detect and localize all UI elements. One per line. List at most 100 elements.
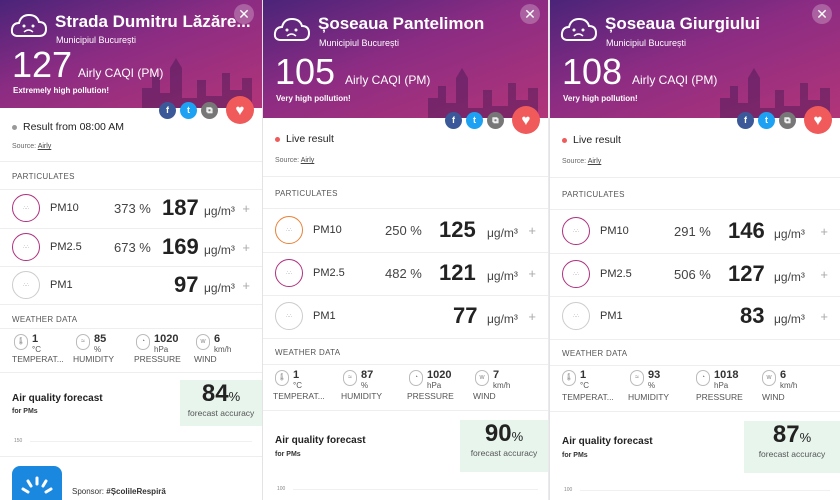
air-quality-card-2: Șoseaua Pantelimon Municipiul București … bbox=[262, 0, 548, 500]
divider bbox=[0, 161, 262, 162]
location-title: Șoseaua Pantelimon bbox=[318, 14, 485, 33]
text-value: 373 % bbox=[114, 200, 151, 216]
status-dot bbox=[12, 124, 17, 130]
wind-item: w 7 km/h bbox=[475, 370, 510, 390]
source-line: Source: Airly bbox=[275, 157, 314, 164]
text-value: μg/m³ bbox=[774, 312, 805, 326]
divider bbox=[0, 228, 262, 229]
divider bbox=[263, 208, 548, 209]
text-value: °C bbox=[293, 381, 302, 390]
expand-plus-icon[interactable]: + bbox=[528, 222, 536, 238]
source-link[interactable]: Airly bbox=[587, 158, 602, 165]
text-value: HUMIDITY bbox=[341, 391, 383, 401]
heart-icon[interactable]: ♥ bbox=[226, 96, 254, 124]
source-link[interactable]: Airly bbox=[37, 143, 52, 150]
text-value: 1020 bbox=[154, 333, 179, 345]
text-value: hPa bbox=[154, 345, 169, 354]
text-value: 6 bbox=[780, 369, 787, 381]
text-value: % bbox=[94, 345, 102, 354]
facebook-icon[interactable]: f bbox=[445, 111, 462, 129]
air-quality-card-3: Șoseaua Giurgiului Municipiul București … bbox=[549, 0, 840, 500]
text-value: % bbox=[511, 429, 524, 444]
pm25-icon: ∴∴ bbox=[12, 233, 40, 261]
source-line: Source: Airly bbox=[12, 143, 51, 150]
text-value: forecast accuracy bbox=[470, 448, 538, 458]
close-icon[interactable]: ✕ bbox=[234, 4, 254, 24]
text-value: HUMIDITY bbox=[628, 392, 670, 402]
divider bbox=[0, 304, 262, 305]
heart-icon[interactable]: ♥ bbox=[804, 106, 832, 134]
text-value: μg/m³ bbox=[204, 204, 235, 218]
facebook-icon[interactable]: f bbox=[737, 111, 754, 129]
divider bbox=[550, 411, 840, 412]
divider bbox=[550, 209, 840, 210]
sponsor-logo[interactable] bbox=[12, 466, 62, 500]
pressure-gauge-icon: ◔ bbox=[136, 334, 150, 350]
text-value: Source: bbox=[562, 158, 587, 165]
forecast-accuracy-box: 87% forecast accuracy bbox=[744, 421, 840, 473]
expand-plus-icon[interactable]: + bbox=[820, 266, 828, 282]
close-icon[interactable]: ✕ bbox=[812, 4, 832, 24]
live-dot bbox=[275, 136, 280, 142]
text-value: Result from 08:00 AM bbox=[23, 121, 124, 133]
divider bbox=[550, 339, 840, 340]
text-value: Live result bbox=[286, 133, 334, 145]
location-title: Șoseaua Giurgiului bbox=[605, 14, 760, 33]
forecast-accuracy-box: 90% forecast accuracy bbox=[460, 420, 548, 472]
text-value: 250 % bbox=[385, 222, 422, 238]
text-value: 127 bbox=[728, 261, 765, 286]
expand-plus-icon[interactable]: + bbox=[242, 277, 250, 293]
pm10-row: ∴∴ PM10 250 % 125 μg/m³ + bbox=[263, 211, 548, 249]
pm10-icon: ∴∴ bbox=[562, 217, 590, 245]
air-quality-card-1: Strada Dumitru Lăzăre... Municipiul Bucu… bbox=[0, 0, 262, 500]
city-skyline-graphic bbox=[142, 58, 252, 108]
divider bbox=[263, 364, 548, 365]
expand-plus-icon[interactable]: + bbox=[242, 200, 250, 216]
close-icon[interactable]: ✕ bbox=[520, 4, 540, 24]
forecast-title: Air quality forecast bbox=[562, 436, 653, 447]
text-value: hPa bbox=[427, 381, 442, 390]
forecast-subtitle: for PMs bbox=[12, 408, 38, 415]
particulates-title: PARTICULATES bbox=[562, 190, 625, 199]
card-header: Șoseaua Pantelimon Municipiul București … bbox=[263, 0, 548, 118]
text-value: 77 bbox=[453, 303, 478, 328]
text-value: Source: bbox=[275, 157, 300, 164]
pm10-icon: ∴∴ bbox=[12, 194, 40, 222]
forecast-subtitle: for PMs bbox=[275, 451, 301, 458]
twitter-icon[interactable]: t bbox=[758, 111, 775, 129]
text-value: TEMPERAT... bbox=[12, 354, 64, 364]
text-value: % bbox=[648, 381, 656, 390]
thermometer-icon: 🌡 bbox=[562, 370, 576, 386]
location-subtitle: Municipiul București bbox=[56, 35, 137, 45]
divider bbox=[550, 296, 840, 297]
forecast-accuracy-box: 84% forecast accuracy bbox=[180, 380, 262, 426]
heart-icon[interactable]: ♥ bbox=[512, 106, 540, 134]
pm25-row: ∴∴ PM2.5 673 % 169 μg/m³ + bbox=[0, 228, 262, 266]
text-value: 90 bbox=[484, 420, 512, 447]
text-value: °C bbox=[32, 345, 41, 354]
chart-axis-tick: 100 bbox=[564, 487, 573, 493]
expand-plus-icon[interactable]: + bbox=[820, 223, 828, 239]
copy-icon[interactable]: ⧉ bbox=[487, 111, 504, 129]
copy-icon[interactable]: ⧉ bbox=[779, 111, 796, 129]
copy-icon[interactable]: ⧉ bbox=[201, 101, 218, 119]
expand-plus-icon[interactable]: + bbox=[820, 308, 828, 324]
share-row: f t ⧉ ♥ bbox=[159, 96, 254, 124]
twitter-icon[interactable]: t bbox=[180, 101, 197, 119]
wind-item: w 6 km/h bbox=[762, 370, 797, 390]
result-status: Live result bbox=[562, 134, 621, 146]
expand-plus-icon[interactable]: + bbox=[528, 265, 536, 281]
weather-title: WEATHER DATA bbox=[275, 348, 341, 357]
twitter-icon[interactable]: t bbox=[466, 111, 483, 129]
divider bbox=[0, 456, 262, 457]
forecast-title: Air quality forecast bbox=[12, 393, 103, 404]
expand-plus-icon[interactable]: + bbox=[242, 239, 250, 255]
source-link[interactable]: Airly bbox=[300, 157, 315, 164]
text-value: WIND bbox=[473, 391, 496, 401]
facebook-icon[interactable]: f bbox=[159, 101, 176, 119]
wind-icon: w bbox=[762, 370, 776, 386]
sad-cloud-icon bbox=[560, 17, 598, 41]
expand-plus-icon[interactable]: + bbox=[528, 308, 536, 324]
humidity-item: ≈ 85% bbox=[76, 334, 106, 354]
text-value: 85 bbox=[94, 333, 107, 345]
